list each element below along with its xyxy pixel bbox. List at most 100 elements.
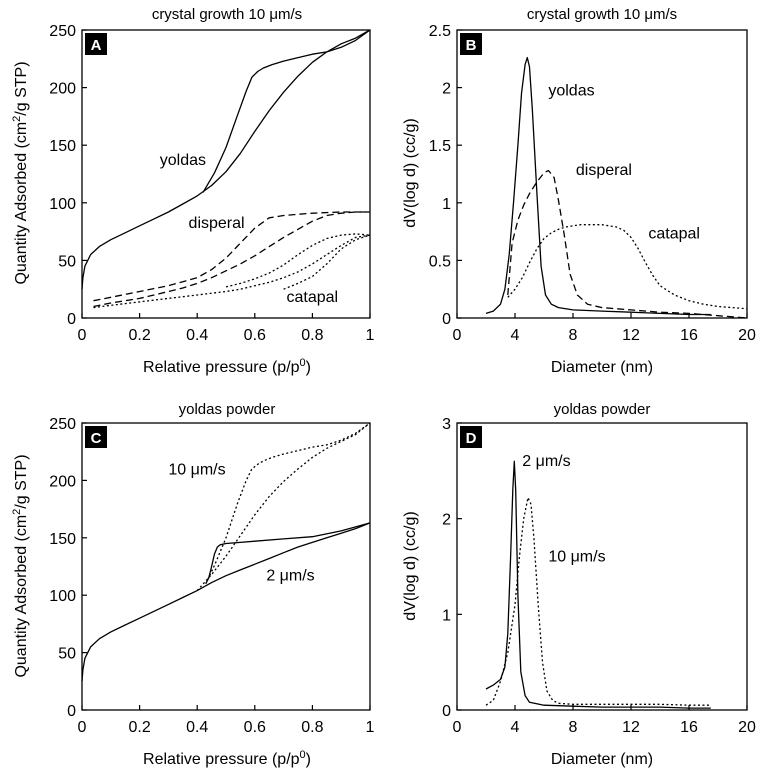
panel-b-ytick-label: 1.5 (429, 138, 451, 155)
panel-b-ytick-label: 1 (442, 196, 451, 213)
panel-a-annotations: yoldas disperal catapal (160, 152, 338, 306)
panel-a-badge (85, 33, 107, 55)
panel-b-series-2-dotted-line (507, 224, 748, 310)
panel-a-title: crystal growth 10 μm/s (152, 6, 302, 23)
panel-d-ytick-label: 1 (442, 607, 451, 624)
panel-b-ytick-label: 2 (442, 81, 451, 98)
panel-c-badge-label: C (91, 430, 102, 447)
panel-b-badge-label: B (466, 37, 477, 54)
panel-a-xtick-label: 0 (78, 327, 87, 344)
panel-a-annotation-2: catapal (286, 289, 338, 306)
panel-c-xtick-label: 0.8 (301, 719, 323, 736)
panel-c: yoldas powder 0 0.2 0.4 0.6 0.8 1 0 50 100 150 200… (11, 401, 375, 768)
panel-b-ytick-label: 2.5 (429, 23, 451, 40)
panel-c-ytick-label: 100 (49, 588, 76, 605)
panel-b-xtick-label: 4 (511, 327, 520, 344)
panel-c-curves (81, 422, 371, 682)
panel-b-xtick-label: 12 (622, 327, 640, 344)
panel-b-series-0-solid-line (485, 56, 711, 316)
panel-c-ytick-label: 0 (67, 703, 76, 720)
panel-a-series-2-dashed-line (93, 211, 370, 308)
panel-a-curves (81, 29, 371, 309)
panel-a-xtick-label: 0.4 (186, 327, 208, 344)
panel-b-ylabel: dV(log d) (cc/g) (402, 118, 419, 227)
panel-b-annotations: yoldas disperal catapal (548, 83, 700, 243)
panel-c-series-1-solid-line (205, 522, 371, 584)
panel-d-xtick-label: 0 (453, 719, 462, 736)
panel-b-annotation-1: disperal (576, 162, 632, 179)
panel-a-series-6-dotted-line (283, 234, 371, 290)
panel-d-ytick-label: 0 (442, 703, 451, 720)
panel-d-xlabel: Diameter (nm) (551, 751, 653, 768)
panel-a-annotation-1: disperal (189, 215, 245, 232)
panel-a-frame (81, 29, 371, 319)
panel-b-frame (456, 29, 748, 319)
panel-a-annotation-0: yoldas (160, 152, 206, 169)
panel-a-xtick-label: 0.2 (128, 327, 150, 344)
panel-c-annotation-1: 2 μm/s (266, 567, 314, 584)
panel-d-annotation-0: 2 μm/s (522, 453, 570, 470)
panel-b-xlabel: Diameter (nm) (551, 359, 653, 376)
panel-a-series-3-dashed-line (93, 211, 370, 302)
panel-c-series-0-solid-line (81, 522, 371, 682)
panel-b-xtick-label: 20 (738, 327, 756, 344)
panel-c-ytick-label: 50 (58, 646, 76, 663)
panel-b-xtick-label: 16 (680, 327, 698, 344)
panel-b-ytick-label: 0 (442, 311, 451, 328)
panel-a-axes: 0 0.2 0.4 0.6 0.8 1 0 50 100 150 200 250 (49, 23, 374, 344)
panel-a-ytick-label: 100 (49, 196, 76, 213)
panel-a-badge-label: A (91, 37, 102, 54)
panel-d-ytick-label: 2 (442, 512, 451, 529)
panel-d-title: yoldas powder (554, 401, 651, 418)
panel-d-xtick-label: 12 (622, 719, 640, 736)
panel-a-series-1-solid-line (202, 29, 371, 193)
panel-b-badge (460, 33, 482, 55)
panel-d-xtick-label: 4 (511, 719, 520, 736)
panel-a-ytick-label: 50 (58, 253, 76, 270)
panel-b-axes: 0 4 8 12 16 20 0 0.5 1 1.5 2 2.5 (429, 23, 756, 344)
panel-b-curves (485, 56, 748, 319)
panel-a-ytick-label: 200 (49, 81, 76, 98)
panel-a: crystal growth 10 μm/s 0 0.2 0.4 0.6 0.8 1 0 50… (11, 6, 375, 376)
panel-c-annotation-0: 10 μm/s (168, 462, 225, 479)
panel-d-badge-label: D (466, 430, 477, 447)
panel-d-annotations: 2 μm/s 10 μm/s (522, 453, 605, 566)
panel-b-title: crystal growth 10 μm/s (527, 6, 677, 23)
panel-d-badge (460, 426, 482, 448)
panel-b-annotation-0: yoldas (548, 83, 594, 100)
panel-a-xtick-label: 0.6 (244, 327, 266, 344)
panel-c-series-3-dotted-line (205, 422, 371, 584)
panel-b-xtick-label: 8 (569, 327, 578, 344)
panel-c-ytick-label: 250 (49, 416, 76, 433)
panel-a-xlabel: Relative pressure (p/p0) (143, 357, 311, 376)
panel-a-ytick-label: 150 (49, 138, 76, 155)
panel-d-ytick-label: 3 (442, 416, 451, 433)
panel-a-xtick-label: 1 (366, 327, 375, 344)
panel-d-xtick-label: 16 (680, 719, 698, 736)
panel-c-ytick-label: 200 (49, 473, 76, 490)
panel-a-xtick-label: 0.8 (301, 327, 323, 344)
panel-c-badge (85, 426, 107, 448)
panel-a-series-5-dotted-line (225, 233, 371, 288)
panel-c-ytick-label: 150 (49, 531, 76, 548)
panel-c-axes: 0 0.2 0.4 0.6 0.8 1 0 50 100 150 200 250 (49, 416, 374, 736)
panel-b-ytick-label: 0.5 (429, 253, 451, 270)
panel-d-annotation-1: 10 μm/s (548, 549, 605, 566)
panel-d-frame (456, 422, 748, 711)
panel-d-curves (485, 460, 711, 709)
panel-c-xtick-label: 0.6 (244, 719, 266, 736)
panel-c-frame (81, 422, 371, 711)
panel-c-title: yoldas powder (179, 401, 276, 418)
panel-b-series-1-dashed-line (507, 169, 748, 319)
panel-b: crystal growth 10 μm/s 0 4 8 12 16 20 0 0.5 1 1.5… (402, 6, 756, 376)
panel-a-ylabel: Quantity Adsorbed (cm2/g STP) (11, 61, 30, 284)
panel-c-xtick-label: 1 (366, 719, 375, 736)
panel-a-ytick-label: 0 (67, 311, 76, 328)
panel-c-xtick-label: 0.2 (128, 719, 150, 736)
panel-b-annotation-2: catapal (648, 226, 700, 243)
panel-c-xlabel: Relative pressure (p/p0) (143, 749, 311, 768)
panel-d-xtick-label: 20 (738, 719, 756, 736)
